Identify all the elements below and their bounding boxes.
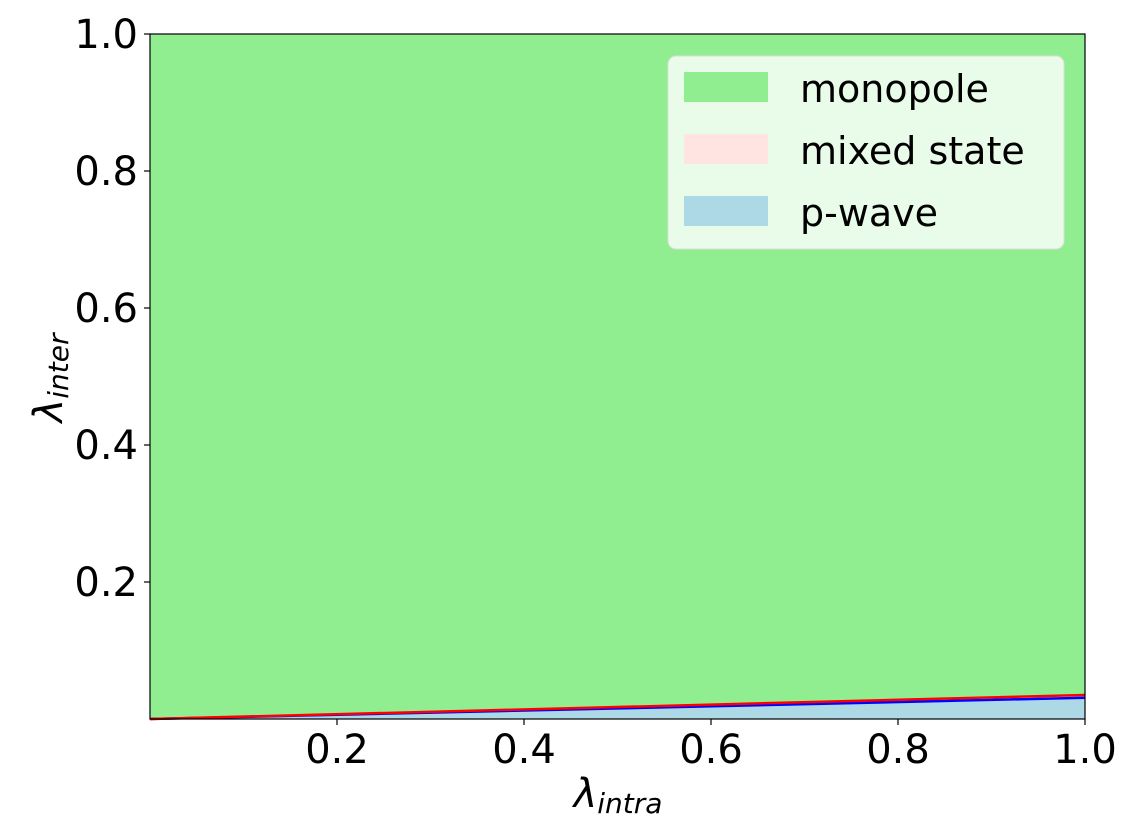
legend: monopole mixed state p-wave: [667, 55, 1065, 250]
x-tick-label: 0.2: [305, 727, 369, 773]
x-tick-label: 0.6: [679, 727, 743, 773]
legend-label-monopole: monopole: [800, 67, 989, 111]
y-axis-label-subscript: inter: [42, 332, 75, 399]
x-tick-label: 0.8: [866, 727, 930, 773]
legend-label-p-wave: p-wave: [800, 191, 938, 235]
x-axis-label: λintra: [572, 771, 663, 817]
plot-frame: [149, 33, 1086, 720]
x-axis-label-subscript: intra: [597, 787, 662, 817]
svg-text:λinter: λinter: [26, 332, 75, 424]
y-tick-label: 0.2: [74, 560, 138, 606]
y-axis-ticks: 0.2 0.4 0.6 0.8 1.0: [74, 12, 150, 606]
x-tick-label: 1.0: [1053, 727, 1117, 773]
y-tick-label: 0.4: [74, 423, 138, 469]
boundary-lines: [149, 693, 1086, 721]
svg-text:λintra: λintra: [572, 771, 663, 817]
y-axis-label-symbol: λ: [26, 399, 72, 425]
x-axis-label-symbol: λ: [572, 771, 598, 817]
legend-swatch-mixed-state: [684, 134, 768, 164]
x-axis-ticks: 0.2 0.4 0.6 0.8 1.0: [305, 719, 1117, 773]
y-tick-label: 1.0: [74, 12, 138, 58]
y-axis-label: λinter: [26, 332, 75, 424]
y-tick-label: 0.8: [74, 149, 138, 195]
boundary-line-red: [149, 693, 1086, 721]
legend-label-mixed-state: mixed state: [800, 129, 1025, 173]
legend-swatch-p-wave: [684, 196, 768, 226]
x-tick-label: 0.4: [492, 727, 556, 773]
legend-swatch-monopole: [684, 72, 768, 102]
y-tick-label: 0.6: [74, 286, 138, 332]
